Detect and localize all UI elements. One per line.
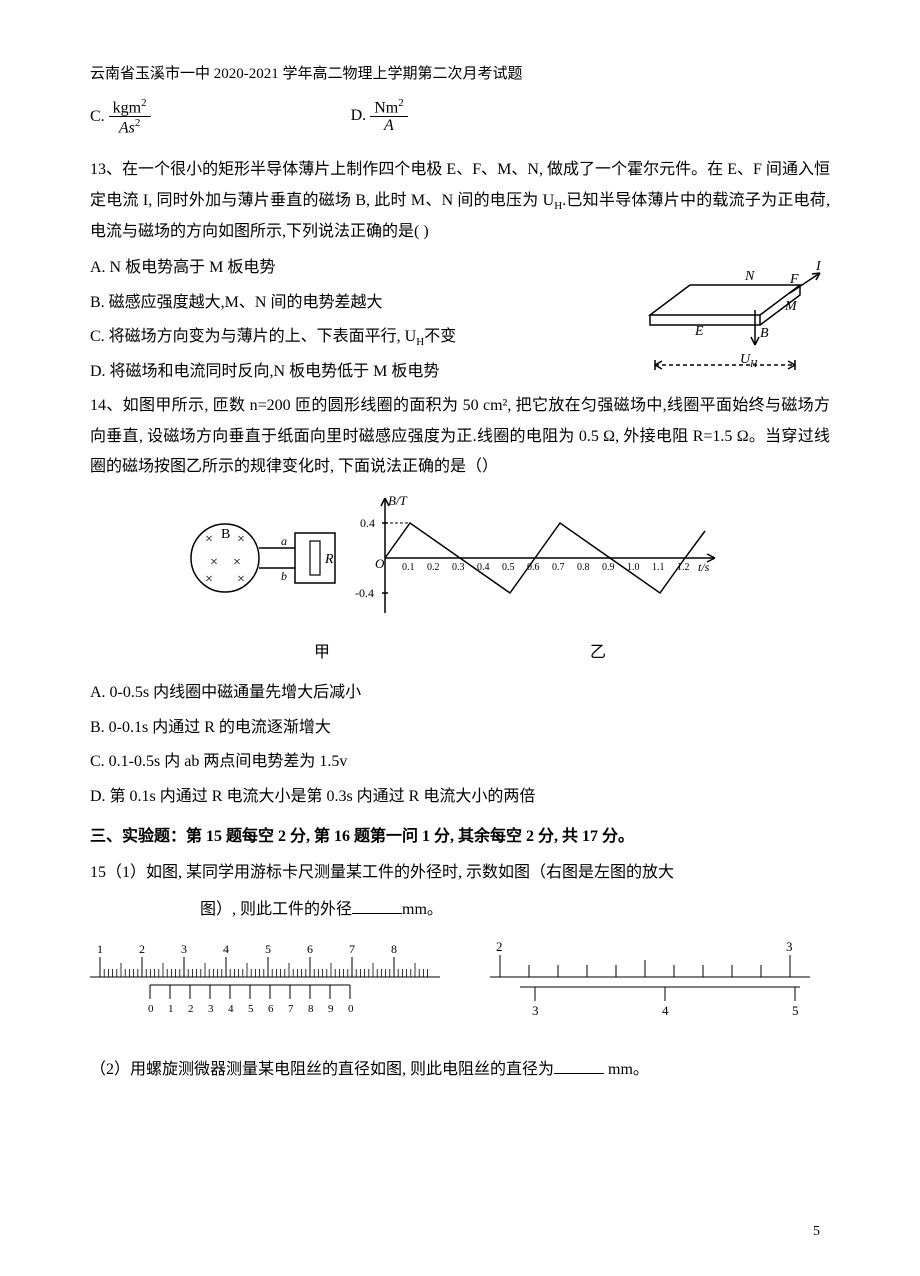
- svg-text:5: 5: [248, 1003, 254, 1015]
- fraction-d: Nm2 A: [370, 97, 408, 136]
- svg-text:0.4: 0.4: [360, 516, 375, 530]
- svg-text:2: 2: [139, 942, 145, 956]
- q14-opt-c: C. 0.1-0.5s 内 ab 两点间电势差为 1.5v: [90, 747, 830, 777]
- svg-text:0.4: 0.4: [477, 562, 490, 573]
- opt-c-num: kgm: [113, 99, 141, 116]
- fraction-c: kgm2 As2: [109, 97, 151, 138]
- q15-p2: （2）用螺旋测微器测量某电阻丝的直径如图, 则此电阻丝的直径为 mm。: [90, 1055, 830, 1085]
- opt-d-num: Nm: [374, 99, 398, 116]
- svg-text:6: 6: [268, 1003, 274, 1015]
- svg-text:0.2: 0.2: [427, 562, 440, 573]
- q14-label-yi: 乙: [590, 638, 606, 668]
- svg-text:0.9: 0.9: [602, 562, 615, 573]
- svg-text:b: b: [281, 569, 287, 583]
- svg-text:×: ×: [205, 532, 213, 547]
- svg-text:7: 7: [288, 1003, 294, 1015]
- q14-figure: ×B× ×× ×× a b R B/T O 0.4 -0.4: [90, 493, 830, 669]
- option-c: C. kgm2 As2: [90, 97, 151, 138]
- q15-p2a: （2）用螺旋测微器测量某电阻丝的直径如图, 则此电阻丝的直径为: [90, 1061, 554, 1078]
- q15-p1b: 图）, 则此工件的外径: [200, 901, 352, 918]
- svg-text:0.3: 0.3: [452, 562, 465, 573]
- q14-label-jia: 甲: [314, 638, 330, 668]
- q15-p2b: mm。: [604, 1061, 649, 1078]
- svg-text:B/T: B/T: [388, 493, 408, 508]
- svg-text:7: 7: [349, 942, 355, 956]
- q15-p1a: 15（1）如图, 某同学用游标卡尺测量某工件的外径时, 示数如图（右图是左图的放…: [90, 864, 674, 881]
- svg-text:0: 0: [148, 1003, 154, 1015]
- q13-label-n: N: [744, 269, 755, 284]
- options-cd: C. kgm2 As2 D. Nm2 A: [90, 97, 830, 138]
- svg-text:2: 2: [188, 1003, 194, 1015]
- q15-p1: 15（1）如图, 某同学用游标卡尺测量某工件的外径时, 示数如图（右图是左图的放…: [90, 858, 830, 888]
- main-scale-labels: 1 2 3 4 5 6 7 8: [97, 942, 397, 956]
- q13-label-uh: UH: [740, 352, 758, 370]
- q15-caliper-figure: 1 2 3 4 5 6 7 8 0 1 2 3 4 5 6 7 8 9 0: [90, 937, 830, 1038]
- q14-opt-a: A. 0-0.5s 内线圈中磁通量先增大后减小: [90, 678, 830, 708]
- svg-text:B: B: [221, 527, 230, 542]
- svg-text:×: ×: [237, 572, 245, 587]
- svg-text:0.5: 0.5: [502, 562, 515, 573]
- opt-c-den: As: [119, 120, 135, 137]
- option-d: D. Nm2 A: [351, 97, 408, 138]
- svg-text:0.1: 0.1: [402, 562, 415, 573]
- svg-text:0.7: 0.7: [552, 562, 565, 573]
- svg-text:8: 8: [391, 942, 397, 956]
- q13-label-m: M: [784, 299, 798, 314]
- blank-1: [352, 896, 402, 914]
- svg-text:2: 2: [496, 939, 503, 954]
- svg-text:1.1: 1.1: [652, 562, 665, 573]
- svg-text:4: 4: [228, 1003, 234, 1015]
- svg-text:0.6: 0.6: [527, 562, 540, 573]
- q14-opt-d: D. 第 0.1s 内通过 R 电流大小是第 0.3s 内通过 R 电流大小的两…: [90, 782, 830, 812]
- page-header: 云南省玉溪市一中 2020-2021 学年高二物理上学期第二次月考试题: [90, 60, 830, 89]
- svg-text:-0.4: -0.4: [355, 586, 374, 600]
- svg-text:3: 3: [181, 942, 187, 956]
- svg-text:1.2: 1.2: [677, 562, 690, 573]
- svg-text:3: 3: [532, 1003, 539, 1018]
- svg-text:O: O: [375, 556, 385, 571]
- vernier-labels: 0 1 2 3 4 5 6 7 8 9 0: [148, 1003, 354, 1015]
- opt-c-prefix: C.: [90, 108, 109, 125]
- q15-p1c: mm。: [402, 901, 443, 918]
- svg-text:1: 1: [168, 1003, 174, 1015]
- svg-text:3: 3: [208, 1003, 214, 1015]
- svg-text:1.0: 1.0: [627, 562, 640, 573]
- q13-figure: N M E F I B UH: [640, 255, 830, 385]
- svg-text:×: ×: [210, 555, 218, 570]
- svg-text:1: 1: [97, 942, 103, 956]
- svg-text:t/s: t/s: [698, 560, 710, 574]
- section-3-title: 三、实验题：第 15 题每空 2 分, 第 16 题第一问 1 分, 其余每空 …: [90, 822, 830, 852]
- svg-text:3: 3: [786, 939, 793, 954]
- svg-text:0: 0: [348, 1003, 354, 1015]
- q13-intro: 13、在一个很小的矩形半导体薄片上制作四个电极 E、F、M、N, 做成了一个霍尔…: [90, 155, 830, 247]
- svg-text:4: 4: [223, 942, 229, 956]
- svg-text:×: ×: [237, 532, 245, 547]
- question-13: 13、在一个很小的矩形半导体薄片上制作四个电极 E、F、M、N, 做成了一个霍尔…: [90, 155, 830, 387]
- opt-d-prefix: D.: [351, 106, 371, 123]
- q15-p1b-line: 图）, 则此工件的外径 mm。: [90, 895, 830, 925]
- svg-text:R: R: [324, 552, 334, 567]
- opt-d-den: A: [370, 117, 408, 135]
- page-number: 5: [813, 1219, 820, 1246]
- q13-label-i: I: [815, 259, 822, 274]
- svg-text:×: ×: [233, 555, 241, 570]
- svg-text:×: ×: [205, 572, 213, 587]
- q13-label-f: F: [789, 272, 799, 287]
- svg-text:8: 8: [308, 1003, 314, 1015]
- svg-text:6: 6: [307, 942, 313, 956]
- q13-label-b: B: [760, 326, 769, 341]
- svg-text:5: 5: [265, 942, 271, 956]
- svg-text:a: a: [281, 534, 287, 548]
- q13-label-e: E: [694, 324, 704, 339]
- svg-text:5: 5: [792, 1003, 799, 1018]
- blank-2: [554, 1056, 604, 1074]
- svg-text:9: 9: [328, 1003, 334, 1015]
- q14-intro: 14、如图甲所示, 匝数 n=200 匝的圆形线圈的面积为 50 cm², 把它…: [90, 391, 830, 482]
- svg-text:0.8: 0.8: [577, 562, 590, 573]
- q14-opt-b: B. 0-0.1s 内通过 R 的电流逐渐增大: [90, 713, 830, 743]
- svg-text:4: 4: [662, 1003, 669, 1018]
